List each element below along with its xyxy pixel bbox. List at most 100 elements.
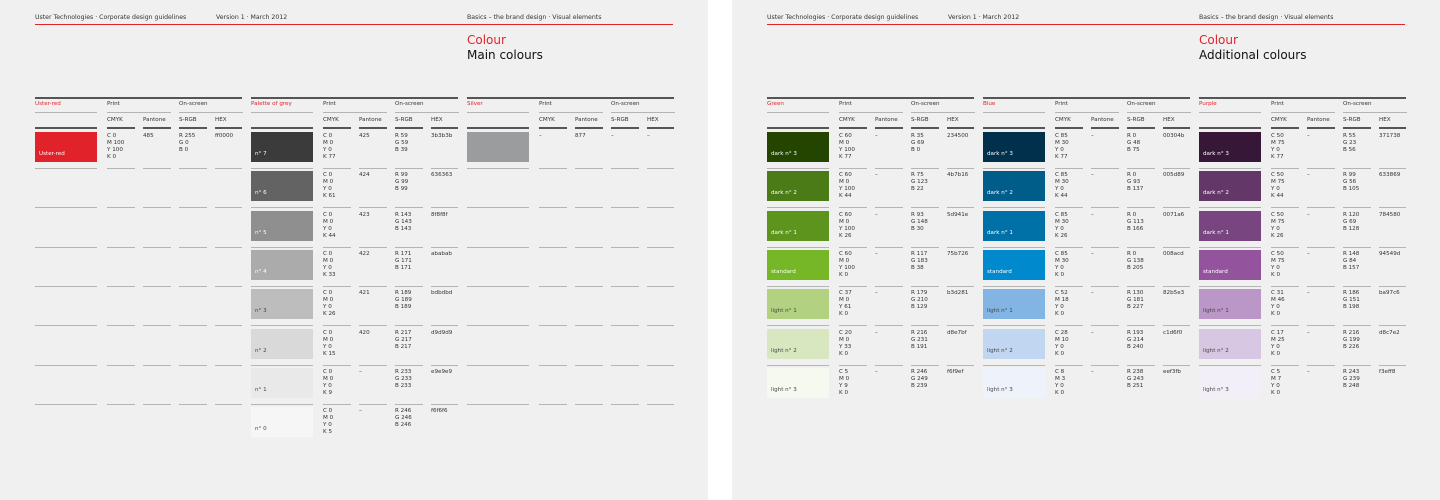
colour-swatch: standard: [1199, 250, 1261, 280]
pantone-value: –: [1307, 133, 1310, 139]
row-rule: [35, 365, 97, 366]
row-rule: [983, 325, 1045, 326]
print-label: Print: [107, 101, 120, 107]
row-rule: [575, 404, 603, 405]
row-rule: [575, 207, 603, 208]
column-rule: [1055, 127, 1083, 129]
hex-value: 0071a6: [1163, 212, 1185, 218]
colour-swatch: dark n° 3: [1199, 132, 1261, 162]
column-rule: [1199, 127, 1261, 129]
column-rule: [215, 127, 242, 129]
row-rule: [1271, 365, 1299, 366]
hex-value: c1d6f0: [1163, 330, 1183, 336]
row-rule: [911, 168, 939, 169]
row-rule: [1127, 247, 1155, 248]
on-screen-label: On-screen: [1127, 101, 1156, 107]
hex-value: 82b5e3: [1163, 290, 1185, 296]
colour-swatch: light n° 2: [767, 329, 829, 359]
column-rule: [35, 127, 97, 129]
colour-swatch: light n° 3: [983, 368, 1045, 398]
cmyk-values: C 60 M 0 Y 100 K 44: [839, 172, 855, 199]
row-rule: [1199, 168, 1261, 169]
swatch-label: standard: [1203, 269, 1228, 275]
swatch-label: light n° 1: [1203, 308, 1229, 314]
row-rule: [983, 365, 1045, 366]
column-rule: [1343, 127, 1371, 129]
header-rule-thin: [35, 112, 97, 113]
on-screen-label: On-screen: [395, 101, 424, 107]
row-rule: [1127, 207, 1155, 208]
cmyk-values: C 50 M 75 Y 0 K 26: [1271, 212, 1285, 239]
row-rule: [395, 247, 423, 248]
column-rule: [467, 127, 529, 129]
hex-value: 784580: [1379, 212, 1401, 218]
group-top-rule: [983, 97, 1190, 99]
row-rule: [251, 168, 313, 169]
row-rule: [1343, 325, 1371, 326]
row-rule: [251, 365, 313, 366]
column-rule: [323, 127, 351, 129]
page-title-colour: Colour: [1199, 33, 1238, 47]
row-rule: [911, 286, 939, 287]
row-rule: [323, 325, 351, 326]
row-rule: [323, 168, 351, 169]
row-rule: [107, 247, 135, 248]
row-rule: [251, 247, 313, 248]
swatch-label: n° 3: [255, 308, 267, 314]
column-rule: [107, 127, 135, 129]
pantone-value: –: [1307, 212, 1310, 218]
hex-value: 005d89: [1163, 172, 1185, 178]
row-rule: [575, 168, 603, 169]
col-header-srgb: S-RGB: [1127, 117, 1145, 123]
srgb-values: R 246 G 246 B 246: [395, 408, 412, 428]
pantone-value: –: [875, 212, 878, 218]
srgb-values: R 255 G 0 B 0: [179, 133, 196, 153]
hex-value: b3d281: [947, 290, 969, 296]
row-rule: [1199, 365, 1261, 366]
row-rule: [839, 365, 867, 366]
column-rule: [1379, 127, 1406, 129]
row-rule: [179, 207, 207, 208]
on-screen-label: On-screen: [1343, 101, 1372, 107]
swatch-label: light n° 2: [987, 348, 1013, 354]
colour-swatch: n° 6: [251, 171, 313, 201]
row-rule: [1127, 168, 1155, 169]
header-rule-thin: [323, 112, 387, 113]
column-rule: [1307, 127, 1335, 129]
hex-value: 5d941e: [947, 212, 969, 218]
row-rule: [875, 325, 903, 326]
row-rule: [947, 286, 974, 287]
col-header-pantone: Pantone: [143, 117, 166, 123]
row-rule: [179, 404, 207, 405]
page-title: Colour Additional colours: [1199, 33, 1306, 63]
row-rule: [767, 168, 829, 169]
hex-value: 633869: [1379, 172, 1401, 178]
row-rule: [143, 365, 171, 366]
header-rule: [767, 24, 1405, 25]
row-rule: [431, 247, 458, 248]
row-rule: [323, 247, 351, 248]
row-rule: [215, 404, 242, 405]
row-rule: [1271, 247, 1299, 248]
col-header-cmyk: CMYK: [1271, 117, 1287, 123]
row-rule: [1343, 168, 1371, 169]
row-rule: [647, 207, 674, 208]
row-rule: [1127, 286, 1155, 287]
cmyk-values: C 60 M 0 Y 100 K 77: [839, 133, 855, 160]
header-rule-thin: [1127, 112, 1191, 113]
row-rule: [395, 365, 423, 366]
pantone-value: 422: [359, 251, 370, 257]
row-rule: [359, 286, 387, 287]
srgb-values: R 117 G 183 B 38: [911, 251, 928, 271]
pantone-value: 877: [575, 133, 586, 139]
swatch-label: dark n° 1: [771, 230, 797, 236]
pantone-value: –: [1091, 251, 1094, 257]
row-rule: [1271, 207, 1299, 208]
row-rule: [467, 247, 529, 248]
row-rule: [911, 365, 939, 366]
row-rule: [1091, 207, 1119, 208]
column-rule: [575, 127, 603, 129]
print-label: Print: [323, 101, 336, 107]
page-1: Uster Technologies · Corporate design gu…: [0, 0, 708, 500]
row-rule: [323, 207, 351, 208]
